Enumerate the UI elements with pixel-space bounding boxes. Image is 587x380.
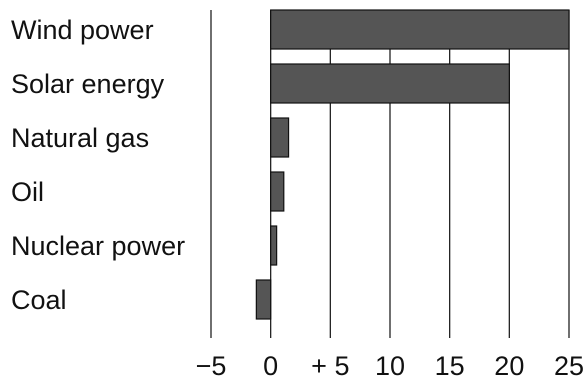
- bar: [270, 9, 570, 50]
- bar: [270, 225, 278, 266]
- x-tick-label: 10: [375, 351, 405, 380]
- x-tick-label: 0: [263, 351, 278, 380]
- bar: [270, 63, 510, 104]
- x-tick-label: 20: [494, 351, 524, 380]
- category-label: Natural gas: [11, 123, 149, 153]
- x-tick-label: 15: [435, 351, 465, 380]
- category-label: Oil: [11, 177, 44, 207]
- x-tick-label: −5: [196, 351, 227, 380]
- category-label: Wind power: [11, 15, 154, 45]
- category-label: Nuclear power: [11, 231, 185, 261]
- bar: [255, 279, 272, 320]
- category-label: Solar energy: [11, 69, 165, 99]
- category-label: Coal: [11, 285, 67, 315]
- category-labels: Wind power Solar energy Natural gas Oil Nucl…: [11, 15, 185, 315]
- bar: [270, 171, 285, 212]
- bar: [270, 117, 290, 158]
- x-tick-label: 25: [554, 351, 584, 380]
- x-tick-label: + 5: [311, 351, 349, 380]
- bars: [255, 9, 570, 320]
- x-tick-labels: −5 0 + 5 10 15 20 25: [196, 351, 584, 380]
